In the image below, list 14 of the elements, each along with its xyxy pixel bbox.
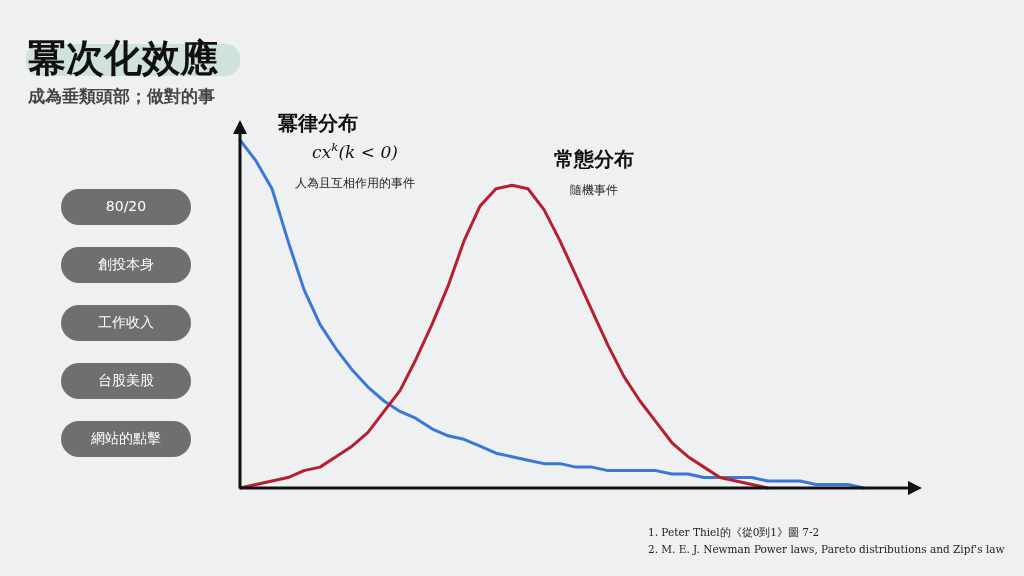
annotation: 人為且互相作用的事件	[295, 176, 415, 190]
annotation: 隨機事件	[570, 183, 618, 197]
text: 2. M. E. J. Newman Power laws, Pareto distributions and Zipf's law	[648, 543, 1005, 555]
chart-subtitle: 成為垂類頭部；做對的事	[27, 86, 215, 106]
series-label: 常態分布	[554, 146, 634, 171]
text: 台股美股	[98, 372, 154, 388]
text: 1. Peter Thiel的《從0到1》圖 7-2	[648, 526, 820, 538]
annotation: cx$^{k}$(k < 0)	[312, 140, 398, 162]
series-label: 冪律分布	[278, 110, 358, 135]
chart-title: 冪次化效應	[28, 35, 218, 80]
text: 80/20	[105, 198, 147, 214]
text: 工作收入	[98, 314, 154, 330]
text: 網站的點擊	[90, 430, 161, 446]
text: 創投本身	[98, 256, 154, 272]
